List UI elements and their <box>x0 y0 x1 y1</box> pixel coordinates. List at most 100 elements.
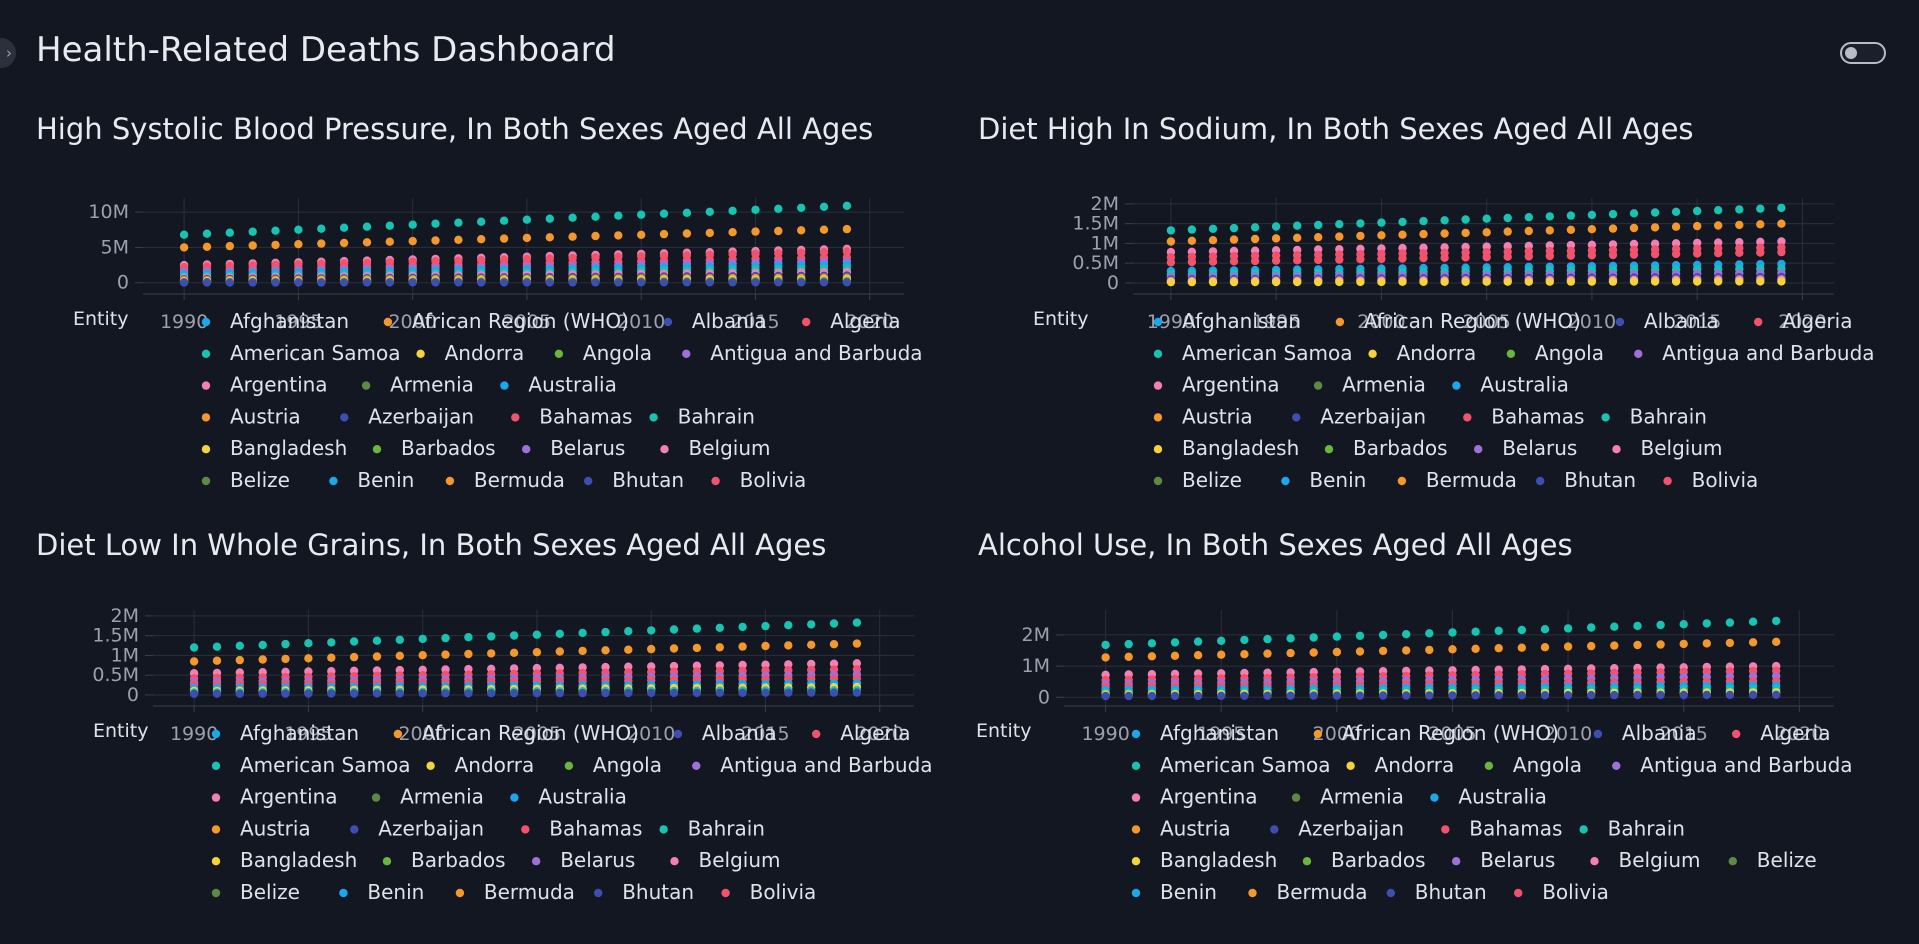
scatter-point[interactable] <box>1656 690 1665 700</box>
scatter-point[interactable] <box>1355 647 1365 656</box>
scatter-point[interactable] <box>1494 626 1503 635</box>
scatter-point[interactable] <box>1517 691 1526 700</box>
scatter-point[interactable] <box>362 238 372 247</box>
scatter-point[interactable] <box>682 229 692 238</box>
scatter-point[interactable] <box>1240 635 1249 645</box>
scatter-point[interactable] <box>1187 277 1197 287</box>
scatter-point[interactable] <box>349 652 359 662</box>
scatter-point[interactable] <box>1335 277 1344 287</box>
scatter-point[interactable] <box>1756 248 1765 257</box>
scatter-point[interactable] <box>784 688 793 697</box>
scatter-point[interactable] <box>1402 691 1411 700</box>
scatter-point[interactable] <box>1545 277 1554 286</box>
scatter-point[interactable] <box>522 215 532 224</box>
legend-item[interactable]: Armenia <box>1320 785 1404 809</box>
scatter-point[interactable] <box>1335 232 1344 241</box>
scatter-point[interactable] <box>522 233 532 243</box>
scatter-point[interactable] <box>1263 634 1272 644</box>
scatter-point[interactable] <box>1563 642 1573 651</box>
scatter-point[interactable] <box>372 652 382 661</box>
scatter-point[interactable] <box>1587 277 1597 286</box>
scatter-point[interactable] <box>1166 258 1176 267</box>
scatter-point[interactable] <box>819 278 829 287</box>
scatter-point[interactable] <box>1170 638 1180 647</box>
scatter-point[interactable] <box>1166 277 1176 287</box>
legend-item[interactable]: Bhutan <box>612 468 684 492</box>
scatter-point[interactable] <box>1293 221 1302 230</box>
scatter-point[interactable] <box>1471 627 1480 636</box>
scatter-point[interactable] <box>248 227 257 236</box>
scatter-point[interactable] <box>614 278 623 287</box>
scatter-point[interactable] <box>1772 616 1781 626</box>
scatter-point[interactable] <box>614 211 623 220</box>
scatter-point[interactable] <box>271 240 280 250</box>
scatter-point[interactable] <box>235 689 244 698</box>
scatter-point[interactable] <box>1545 251 1554 261</box>
scatter-point[interactable] <box>1419 229 1428 239</box>
scatter-point[interactable] <box>578 646 587 656</box>
legend-item[interactable]: African Region (WHO) <box>422 721 639 745</box>
legend-item[interactable]: Antigua and Barbuda <box>1640 753 1852 777</box>
scatter-point[interactable] <box>1170 651 1180 660</box>
legend-item[interactable]: Barbados <box>411 848 506 872</box>
scatter-point[interactable] <box>784 660 793 669</box>
scatter-point[interactable] <box>1193 651 1203 660</box>
scatter-point[interactable] <box>509 648 519 657</box>
scatter-point[interactable] <box>1335 255 1344 264</box>
scatter-point[interactable] <box>545 278 554 287</box>
scatter-point[interactable] <box>829 688 839 697</box>
scatter-point[interactable] <box>1633 690 1642 700</box>
legend-item[interactable]: Belgium <box>699 848 781 872</box>
scatter-point[interactable] <box>1714 249 1723 258</box>
scatter-point[interactable] <box>647 688 656 698</box>
scatter-point[interactable] <box>738 688 747 697</box>
scatter-point[interactable] <box>1250 223 1260 232</box>
scatter-point[interactable] <box>1693 249 1702 258</box>
legend-item[interactable]: Armenia <box>1342 373 1426 397</box>
scatter-point[interactable] <box>1587 225 1597 234</box>
scatter-point[interactable] <box>728 206 737 215</box>
scatter-point[interactable] <box>784 621 793 630</box>
legend-item[interactable]: Australia <box>1458 785 1546 809</box>
scatter-point[interactable] <box>408 220 417 229</box>
scatter-point[interactable] <box>1756 277 1765 286</box>
scatter-point[interactable] <box>659 278 669 287</box>
legend-item[interactable]: Afghanistan <box>230 309 349 333</box>
scatter-point[interactable] <box>317 224 326 233</box>
legend-item[interactable]: American Samoa <box>1182 341 1352 365</box>
scatter-point[interactable] <box>1263 691 1272 700</box>
scatter-point[interactable] <box>1629 239 1639 249</box>
scatter-point[interactable] <box>1566 277 1576 286</box>
scatter-point[interactable] <box>271 226 280 235</box>
legend-item[interactable]: American Samoa <box>230 341 400 365</box>
scatter-point[interactable] <box>1208 236 1218 245</box>
scatter-point[interactable] <box>1240 691 1249 700</box>
legend-item[interactable]: Bahrain <box>1608 816 1685 840</box>
scatter-point[interactable] <box>1714 238 1723 247</box>
scatter-point[interactable] <box>1419 216 1428 226</box>
legend-item[interactable]: Belize <box>1757 848 1817 872</box>
scatter-point[interactable] <box>761 660 770 669</box>
scatter-point[interactable] <box>1250 277 1260 287</box>
scatter-point[interactable] <box>499 216 509 225</box>
scatter-point[interactable] <box>1756 220 1765 229</box>
legend-item[interactable]: Benin <box>1160 880 1217 904</box>
legend-item[interactable]: Belarus <box>1480 848 1555 872</box>
legend-item[interactable]: Albania <box>702 721 777 745</box>
scatter-point[interactable] <box>189 643 199 652</box>
scatter-point[interactable] <box>1147 639 1157 648</box>
scatter-point[interactable] <box>1293 256 1302 265</box>
scatter-point[interactable] <box>1650 223 1660 232</box>
legend-item[interactable]: Bahamas <box>549 816 642 840</box>
scatter-point[interactable] <box>647 644 656 654</box>
scatter-point[interactable] <box>225 278 234 287</box>
scatter-point[interactable] <box>1217 650 1226 659</box>
scatter-point[interactable] <box>1440 216 1449 225</box>
legend-item[interactable]: Antigua and Barbuda <box>710 341 922 365</box>
legend-item[interactable]: Bangladesh <box>230 436 347 460</box>
scatter-point[interactable] <box>601 688 610 698</box>
scatter-point[interactable] <box>591 212 600 221</box>
legend-item[interactable]: Afghanistan <box>1182 309 1301 333</box>
legend-item[interactable]: Algeria <box>1782 309 1852 333</box>
scatter-point[interactable] <box>1540 643 1550 652</box>
